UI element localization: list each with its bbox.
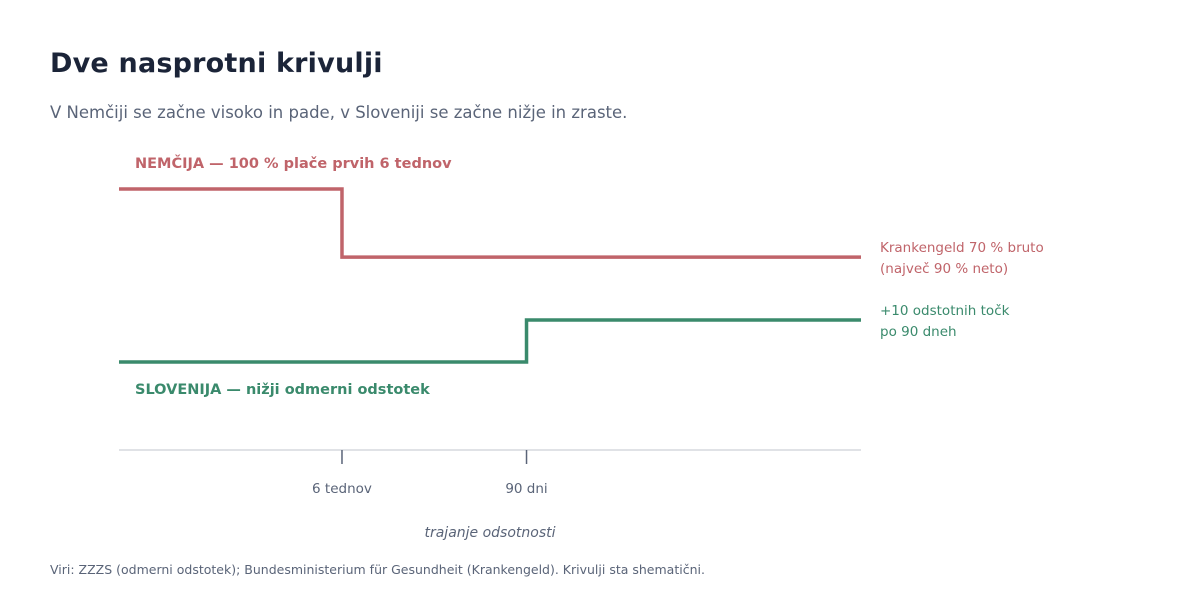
end-label-slovenia: +10 odstotnih točk (880, 303, 1010, 319)
end-label-slovenia: po 90 dneh (880, 324, 957, 340)
x-tick-label: 90 dni (505, 481, 547, 497)
series-labels: NEMČIJA — 100 % plače prvih 6 tednov Kran… (135, 154, 1044, 398)
x-axis-label: trajanje odsotnosti (424, 525, 555, 541)
x-tick-label: 6 tednov (312, 481, 372, 497)
series-lines (119, 187, 861, 364)
source-note: Viri: ZZZS (odmerni odstotek); Bundesmin… (50, 562, 705, 577)
end-label-germany: (največ 90 % neto) (880, 261, 1008, 277)
series-line-slovenia (119, 318, 861, 364)
chart-title: Dve nasprotni krivulji (50, 48, 383, 79)
series-line-germany (119, 187, 861, 259)
series-label-germany: NEMČIJA — 100 % plače prvih 6 tednov (135, 154, 452, 172)
series-label-slovenia: SLOVENIJA — nižji odmerni odstotek (135, 382, 430, 398)
chart-subtitle: V Nemčiji se začne visoko in pade, v Slo… (50, 103, 628, 122)
end-label-germany: Krankengeld 70 % bruto (880, 240, 1044, 256)
x-axis-ticks: 6 tednov 90 dni (312, 450, 548, 497)
